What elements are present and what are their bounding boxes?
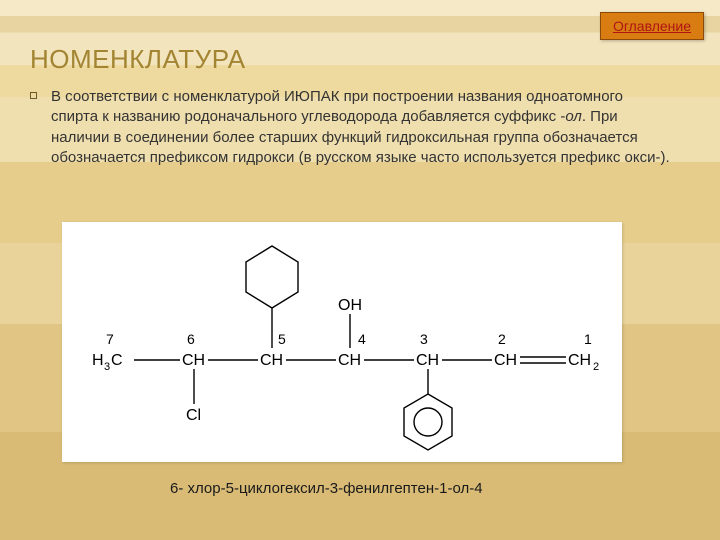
page-title: НОМЕНКЛАТУРА — [30, 44, 690, 75]
paragraph: В соответствии с номенклатурой ИЮПАК при… — [30, 87, 670, 168]
atom-c6: CH — [182, 352, 205, 369]
locant-5: 5 — [278, 331, 286, 347]
atom-c3: CH — [416, 352, 439, 369]
locant-1: 1 — [584, 331, 592, 347]
atom-h3c-3: 3 — [104, 361, 110, 373]
para-pre: В соответствии с номенклатурой ИЮПАК при… — [51, 88, 623, 125]
atom-cl: Cl — [186, 407, 201, 424]
atom-oh: OH — [338, 297, 362, 314]
locant-7: 7 — [106, 331, 114, 347]
chemical-structure: H 3 C CH CH CH CH CH CH 2 OH Cl — [62, 222, 622, 462]
atom-h3c-h: H — [92, 352, 104, 369]
atom-c5: CH — [260, 352, 283, 369]
toc-button[interactable]: Оглавление — [600, 12, 704, 40]
compound-name: 6- хлор-5-циклогексил-3-фенилгептен-1-ол… — [170, 480, 483, 497]
paragraph-text: В соответствии с номенклатурой ИЮПАК при… — [51, 87, 670, 168]
atom-c1-ch: CH — [568, 352, 591, 369]
atom-h3c-c: C — [111, 352, 123, 369]
locant-4: 4 — [358, 331, 366, 347]
atom-c2: CH — [494, 352, 517, 369]
atom-c1-2: 2 — [593, 361, 599, 373]
para-italic: ол — [565, 108, 581, 125]
locant-2: 2 — [498, 331, 506, 347]
locant-6: 6 — [187, 331, 195, 347]
atom-c4: CH — [338, 352, 361, 369]
locant-3: 3 — [420, 331, 428, 347]
slide: Оглавление НОМЕНКЛАТУРА В соответствии с… — [0, 0, 720, 540]
bullet-icon — [30, 92, 37, 99]
